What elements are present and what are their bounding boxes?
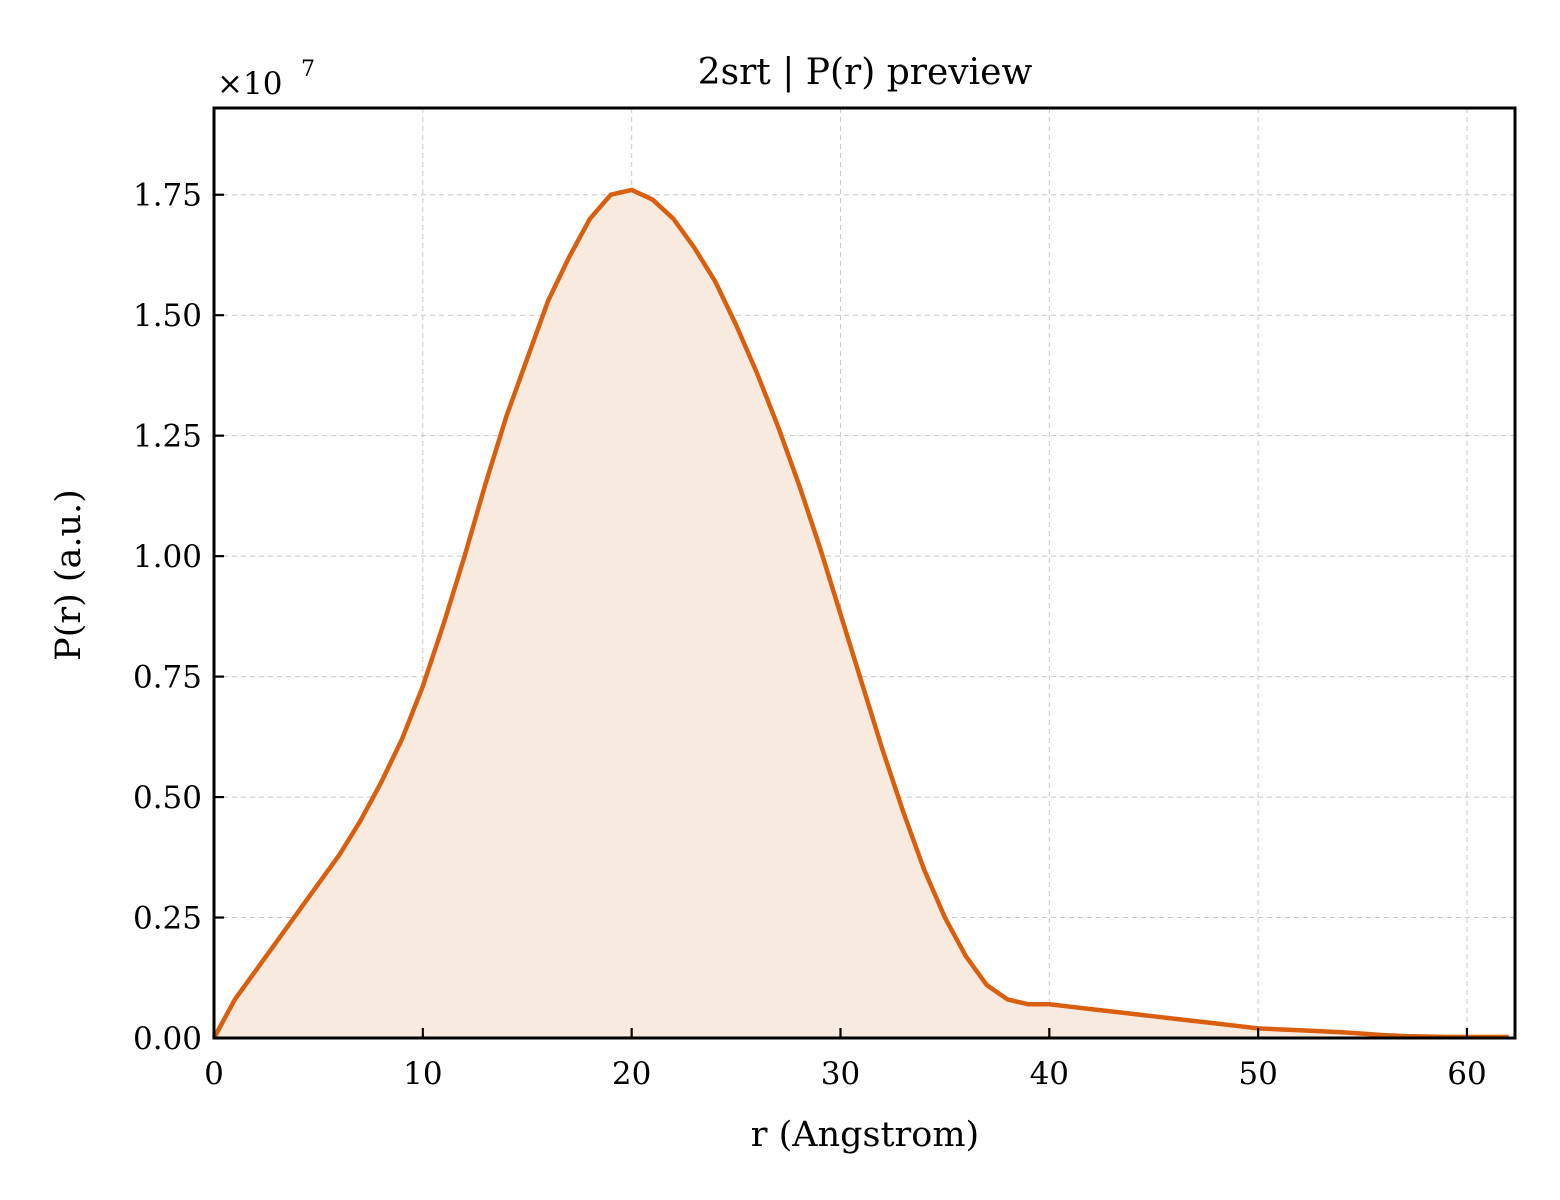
x-tick-label: 60 (1447, 1056, 1486, 1092)
plot-frame (212, 106, 1517, 1040)
x-tick-label: 50 (1238, 1056, 1277, 1092)
y-tick-label: 0.75 (133, 660, 202, 696)
y-tick-label: 0.50 (133, 780, 202, 816)
chart-title: 2srt | P(r) preview (698, 52, 1033, 93)
y-multiplier-exponent: 7 (301, 57, 315, 82)
x-axis-label: r (Angstrom) (751, 1115, 979, 1155)
x-tick-label: 30 (821, 1056, 860, 1092)
x-tick-label: 0 (204, 1056, 224, 1092)
y-tick-label: 0.00 (133, 1021, 202, 1057)
x-tick-label: 20 (612, 1056, 651, 1092)
x-tick-label: 40 (1030, 1056, 1069, 1092)
y-tick-label: 1.00 (133, 539, 202, 575)
pr-area-fill (214, 189, 1509, 1039)
y-tick-label: 0.25 (133, 901, 202, 937)
y-tick-label: 1.75 (133, 178, 202, 214)
pr-series-line (212, 187, 1509, 1040)
x-tick-label: 10 (403, 1056, 442, 1092)
tick-layer: 0 10 20 30 40 50 60 0.00 0.25 0.50 0.75 1.00 1.25 1.5… (133, 178, 1487, 1092)
y-tick-label: 1.50 (133, 298, 202, 334)
y-tick-label: 1.25 (133, 419, 202, 455)
y-multiplier: ×10 7 (217, 57, 315, 102)
y-axis-label: P(r) (a.u.) (49, 489, 89, 661)
y-multiplier-base: ×10 (217, 66, 282, 102)
